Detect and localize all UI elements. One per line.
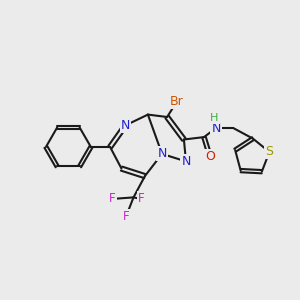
Text: H: H: [210, 113, 219, 123]
Text: N: N: [121, 119, 130, 132]
Text: N: N: [211, 122, 221, 135]
Text: O: O: [205, 150, 215, 163]
Text: Br: Br: [170, 95, 184, 108]
Text: N: N: [181, 155, 191, 168]
Text: F: F: [138, 192, 144, 206]
Text: S: S: [266, 146, 273, 158]
Text: F: F: [123, 210, 129, 223]
Text: F: F: [109, 192, 116, 206]
Text: N: N: [157, 147, 167, 161]
